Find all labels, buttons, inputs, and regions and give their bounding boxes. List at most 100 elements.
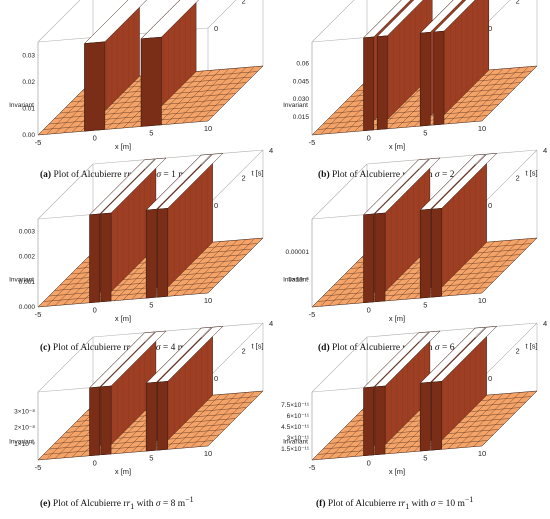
z-tick-label: 0.00 <box>22 132 35 139</box>
wall-side <box>363 36 375 132</box>
wall-3 <box>433 0 490 126</box>
mesh-line <box>328 104 499 119</box>
t-tick-label: 2 <box>516 174 520 183</box>
walls <box>362 152 498 304</box>
box-edge <box>311 0 355 43</box>
z-tick-label: 0.001 <box>19 279 36 286</box>
z-tick-label: 5×10⁻⁶ <box>288 277 309 284</box>
mesh-line <box>54 429 225 444</box>
wall-side <box>100 212 112 303</box>
wall-3 <box>430 152 498 298</box>
wall-0 <box>83 0 148 132</box>
wall-side <box>431 208 443 298</box>
mesh-line <box>48 434 220 450</box>
chart-panel-d: -5 0 5 10 x [m] 0 2 4 t [s] 5×10⁻⁶ 0.00001 Invarian… <box>282 146 547 335</box>
box-edge <box>311 163 368 220</box>
t-tick-label: 0 <box>488 201 492 210</box>
wall-side <box>100 385 112 456</box>
walls <box>88 152 224 304</box>
t-axis-label: t [s] <box>252 169 264 178</box>
box-edge <box>37 0 81 43</box>
mesh-line <box>322 109 494 125</box>
x-tick-label: 10 <box>478 124 486 133</box>
mesh-line <box>54 276 225 291</box>
chart-panel-f: -5 0 5 10 x [m] 0 2 4 t [s] 1.5×10⁻¹¹ 3×10⁻¹¹ 4.5×1… <box>281 319 547 488</box>
x-tick-label: 0 <box>367 458 371 467</box>
wall-side <box>89 213 101 304</box>
x-axis-label: x [m] <box>115 314 131 323</box>
mesh-line <box>328 429 499 444</box>
t-tick-label: 4 <box>543 319 547 328</box>
z-tick-label: 0.000 <box>19 304 36 311</box>
walls <box>83 0 199 132</box>
x-axis-label: x [m] <box>389 314 405 323</box>
wall-side <box>374 385 386 456</box>
t-axis-label: t [s] <box>526 342 538 351</box>
z-tick-label: 3×10⁻⁸ <box>14 408 35 415</box>
t-tick-label: 2 <box>516 347 520 356</box>
x-tick-label: 10 <box>204 124 212 133</box>
t-tick-label: 4 <box>543 146 547 155</box>
mesh-line <box>43 287 214 302</box>
mesh-line <box>48 281 220 297</box>
t-tick-label: 2 <box>242 174 246 183</box>
caption-a: (a) Plot of Alcubierre rr1 with σ = 1 m−… <box>40 166 194 182</box>
z-tick-label: 0.00001 <box>286 249 310 256</box>
z-tick-label: 6×10⁻¹¹ <box>287 413 310 420</box>
z-tick-label: 0.06 <box>296 60 309 67</box>
t-axis-label: t [s] <box>252 0 264 1</box>
surface-plot-f: -5 0 5 10 x [m] 0 2 4 t [s] 1.5×10⁻¹¹ 3×10⁻¹¹ 4.5×1… <box>281 319 547 476</box>
caption-b: (b) Plot of Alcubierre rr1 with σ = 2 m−… <box>318 166 473 182</box>
t-tick-label: 4 <box>269 319 273 328</box>
x-tick-label: -5 <box>309 463 316 472</box>
t-tick-label: 2 <box>242 347 246 356</box>
z-tick-label: 4.5×10⁻¹¹ <box>281 424 310 431</box>
z-axis-label: Invariant <box>283 438 308 445</box>
mesh-line <box>54 104 225 119</box>
mesh-line <box>333 270 505 286</box>
z-axis-label: Invariant <box>9 102 34 109</box>
x-tick-label: 10 <box>478 449 486 458</box>
box-edge <box>207 322 264 379</box>
x-axis-label: x [m] <box>389 467 405 476</box>
t-tick-label: 2 <box>516 0 520 6</box>
box-edge <box>37 163 94 220</box>
t-axis-label: t [s] <box>252 342 264 351</box>
wall-side <box>433 30 445 126</box>
wall-3 <box>430 325 498 451</box>
mesh-line <box>317 115 488 130</box>
z-tick-label: 0.003 <box>19 229 36 236</box>
box-edge <box>311 336 368 393</box>
wall-side <box>419 31 431 127</box>
box-edge <box>37 336 94 393</box>
z-tick-label: 1×10⁻⁸ <box>14 441 35 448</box>
wall-side <box>419 208 431 299</box>
t-tick-label: 0 <box>488 24 492 33</box>
wall-side <box>89 386 101 457</box>
z-tick-label: 3×10⁻¹¹ <box>287 435 310 442</box>
box-edge <box>481 0 511 29</box>
x-tick-label: -5 <box>35 463 42 472</box>
wall-1 <box>100 330 167 456</box>
walls <box>362 325 498 457</box>
axes: -5 0 5 10 x [m] 0 2 4 t [s] 5×10⁻⁶ 0.00001 Invarian… <box>283 146 547 323</box>
z-tick-label: 7.5×10⁻¹¹ <box>281 402 310 409</box>
box-edge <box>366 149 538 165</box>
x-tick-label: 0 <box>93 305 97 314</box>
x-axis-label: x [m] <box>389 142 405 151</box>
wall-side <box>140 36 162 127</box>
t-tick-label: 4 <box>269 146 273 155</box>
surface-plot-c: -5 0 5 10 x [m] 0 2 4 t [s] 0.000 0.001 0.002 0.003 I… <box>9 146 273 323</box>
mesh-line <box>43 440 214 455</box>
z-tick-label: 0.030 <box>293 96 310 103</box>
mesh-line <box>317 287 488 302</box>
z-axis-label: Invariant <box>283 102 308 109</box>
box-edge <box>366 322 538 338</box>
caption-c: (c) Plot of Alcubierre rr1 with σ = 4 m−… <box>40 339 194 355</box>
wall-1 <box>140 0 199 128</box>
mesh-line <box>59 423 231 439</box>
t-tick-label: 2 <box>242 0 246 6</box>
